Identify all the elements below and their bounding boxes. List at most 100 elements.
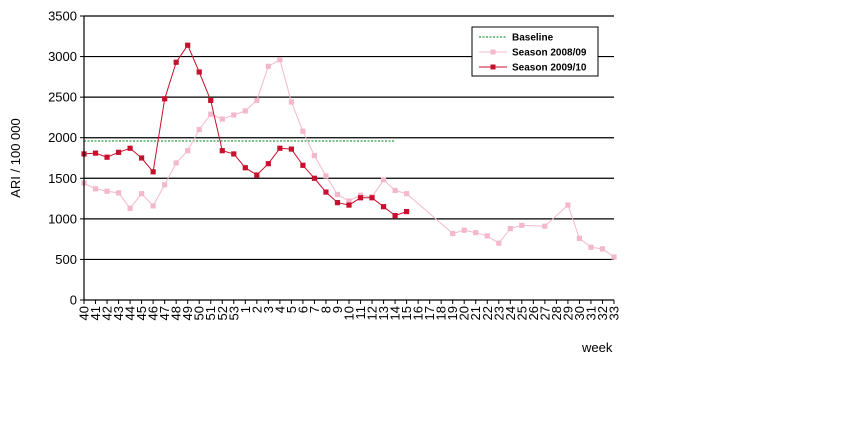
x-tick-label: 46 — [146, 306, 161, 320]
grid-lines — [84, 15, 614, 261]
data-point — [208, 97, 214, 103]
data-point — [219, 148, 225, 154]
data-point — [542, 223, 548, 229]
x-tick-label: 43 — [111, 306, 126, 320]
y-tick-label: 500 — [55, 252, 77, 267]
x-tick-label: 45 — [134, 306, 149, 320]
x-tick-label: 13 — [376, 306, 391, 320]
y-tick-label: 2000 — [48, 130, 77, 145]
x-axis-title: week — [581, 340, 613, 355]
x-tick-label: 5 — [284, 306, 299, 313]
data-point — [150, 203, 156, 209]
y-tick-label: 2500 — [48, 90, 77, 105]
data-point — [369, 195, 375, 201]
x-tick-label: 49 — [180, 306, 195, 320]
data-point — [115, 149, 122, 155]
x-tick-label: 16 — [411, 306, 426, 320]
x-tick-label: 6 — [295, 306, 310, 313]
y-tick-label: 3000 — [48, 49, 77, 64]
x-tick-label: 24 — [503, 306, 518, 320]
x-tick-label: 47 — [157, 306, 172, 320]
y-tick-label: 1500 — [48, 171, 77, 186]
data-point — [611, 254, 617, 260]
data-point — [265, 161, 271, 167]
data-point — [104, 188, 110, 194]
x-tick-label: 52 — [215, 306, 230, 320]
x-tick-label: 11 — [353, 306, 368, 320]
data-point — [288, 146, 294, 152]
legend-items: Baseline Season 2008/09 Season 2009/10 — [479, 33, 587, 74]
x-tick-label: 44 — [123, 306, 138, 320]
x-tick-label: 14 — [388, 306, 403, 320]
x-tick-label: 18 — [434, 306, 449, 320]
x-tick-label: 48 — [169, 306, 184, 320]
x-tick-label: 30 — [572, 306, 587, 320]
data-point — [173, 59, 179, 65]
data-point — [519, 222, 525, 228]
data-point — [219, 116, 225, 122]
data-point — [311, 175, 318, 181]
data-point — [115, 190, 122, 196]
data-point — [277, 145, 283, 151]
data-point — [507, 225, 513, 232]
legend-label: Season 2008/09 — [512, 48, 587, 59]
x-tick-label: 7 — [307, 306, 322, 313]
data-point — [392, 213, 398, 219]
data-point — [380, 204, 387, 210]
data-point — [127, 205, 133, 211]
data-point — [300, 162, 306, 168]
x-tick-label: 53 — [226, 306, 241, 320]
series-layer — [81, 42, 617, 260]
data-point — [588, 244, 594, 250]
data-point — [139, 155, 145, 161]
data-point — [334, 200, 341, 206]
data-point — [254, 172, 260, 178]
x-tick-label: 28 — [549, 306, 564, 320]
series-line — [83, 59, 615, 258]
data-point — [173, 160, 179, 166]
data-point — [288, 99, 294, 105]
data-point — [265, 63, 271, 69]
data-point — [496, 240, 502, 246]
x-tick-label: 20 — [457, 306, 472, 320]
data-point — [565, 202, 571, 208]
x-tick-label: 26 — [526, 306, 541, 320]
y-axis-title: ARI / 100 000 — [8, 118, 23, 198]
x-tick-label: 32 — [595, 306, 610, 320]
data-point — [196, 69, 202, 75]
x-tick-label: 33 — [607, 306, 622, 320]
data-point — [92, 186, 99, 192]
legend-label: Season 2009/10 — [512, 63, 587, 74]
data-point — [404, 208, 410, 215]
x-tick-label: 8 — [318, 306, 333, 313]
series-2 — [81, 57, 617, 260]
data-point — [484, 233, 490, 239]
legend-label: Baseline — [512, 33, 554, 44]
x-tick-label: 17 — [422, 306, 437, 320]
data-point — [208, 111, 214, 117]
data-point — [323, 173, 329, 179]
x-tick-label: 41 — [88, 306, 103, 320]
x-tick-label: 40 — [77, 306, 92, 320]
legend-swatch-marker — [490, 49, 496, 55]
data-point — [150, 169, 156, 175]
x-tick-label: 19 — [445, 306, 460, 320]
x-tick-label: 10 — [342, 306, 357, 320]
data-point — [323, 189, 329, 195]
data-point — [277, 57, 283, 63]
legend-swatch-marker — [490, 64, 496, 70]
y-tick-label: 3500 — [48, 9, 77, 24]
data-point — [300, 128, 306, 134]
x-tick-labels: 4041424344454647484950515253123456789101… — [77, 306, 622, 320]
data-point — [104, 154, 110, 160]
series-line — [83, 44, 407, 217]
x-tick-label: 51 — [203, 306, 218, 320]
axes — [80, 15, 615, 304]
data-point — [162, 96, 168, 102]
x-tick-label: 4 — [272, 306, 287, 313]
x-tick-label: 2 — [249, 306, 264, 313]
y-tick-label: 1000 — [48, 211, 77, 226]
data-point — [346, 198, 352, 204]
x-tick-label: 12 — [365, 306, 380, 320]
